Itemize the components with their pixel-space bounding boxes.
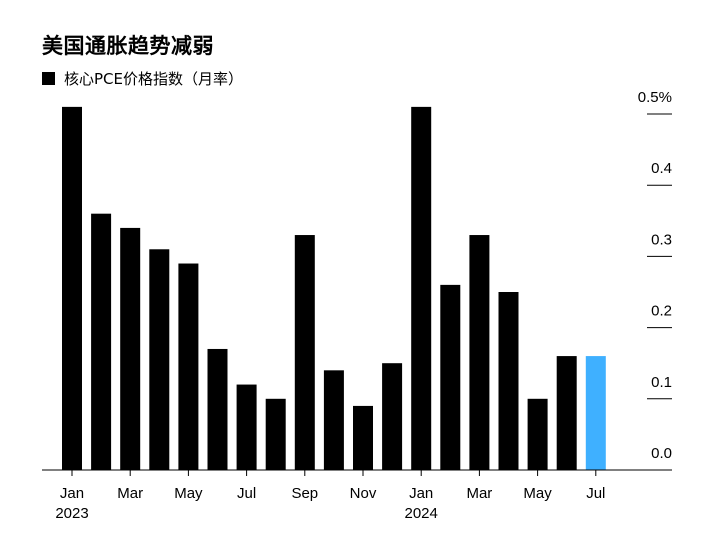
- bar: [556, 356, 577, 470]
- bar: [265, 398, 286, 470]
- y-tick-label: 0.3: [651, 231, 672, 248]
- y-tick-label: 0.4: [651, 160, 672, 177]
- bar: [149, 249, 170, 470]
- bar: [527, 398, 548, 470]
- x-tick-label: May: [523, 485, 552, 502]
- bar: [62, 106, 82, 470]
- x-year-label: 2024: [405, 505, 438, 522]
- bar: [353, 405, 373, 470]
- bar: [323, 370, 344, 470]
- x-tick-label: Jan: [409, 485, 433, 502]
- chart-title: 美国通胀趋势减弱: [42, 34, 214, 58]
- x-tick-label: Jul: [586, 485, 605, 502]
- y-tick-label: 0.2: [651, 303, 672, 320]
- x-tick-label: Mar: [466, 485, 492, 502]
- legend-swatch: [42, 72, 55, 85]
- x-tick-label: May: [174, 485, 203, 502]
- y-tick-label: 0.5%: [638, 89, 672, 106]
- bar: [498, 292, 519, 470]
- bar: [91, 213, 112, 470]
- bar: [469, 235, 490, 470]
- y-tick-label: 0.1: [651, 374, 672, 391]
- bar: [178, 263, 199, 470]
- legend-label: 核心PCE价格指数（月率）: [64, 70, 243, 88]
- x-axis: Jan 2023 Mar May Jul Sep Nov Jan 2024 Mar May Jul: [42, 469, 672, 522]
- legend: 核心PCE价格指数（月率）: [42, 68, 243, 89]
- bar: [585, 356, 606, 470]
- x-tick-label: Sep: [291, 485, 318, 502]
- y-axis: 0.0 0.1 0.2 0.3 0.4 0.5%: [638, 89, 672, 462]
- bars: [62, 106, 606, 470]
- bar: [294, 235, 315, 470]
- x-tick-label: Nov: [350, 485, 377, 502]
- bar: [236, 384, 257, 470]
- y-tick-label: 0.0: [651, 445, 672, 462]
- x-tick-label: Mar: [117, 485, 143, 502]
- bar: [120, 227, 141, 470]
- bar: [382, 363, 403, 470]
- x-year-label: 2023: [55, 505, 88, 522]
- x-tick-label: Jul: [237, 485, 256, 502]
- bar: [207, 348, 228, 470]
- bar: [440, 284, 461, 470]
- bar: [411, 106, 432, 470]
- x-tick-label: Jan: [60, 485, 84, 502]
